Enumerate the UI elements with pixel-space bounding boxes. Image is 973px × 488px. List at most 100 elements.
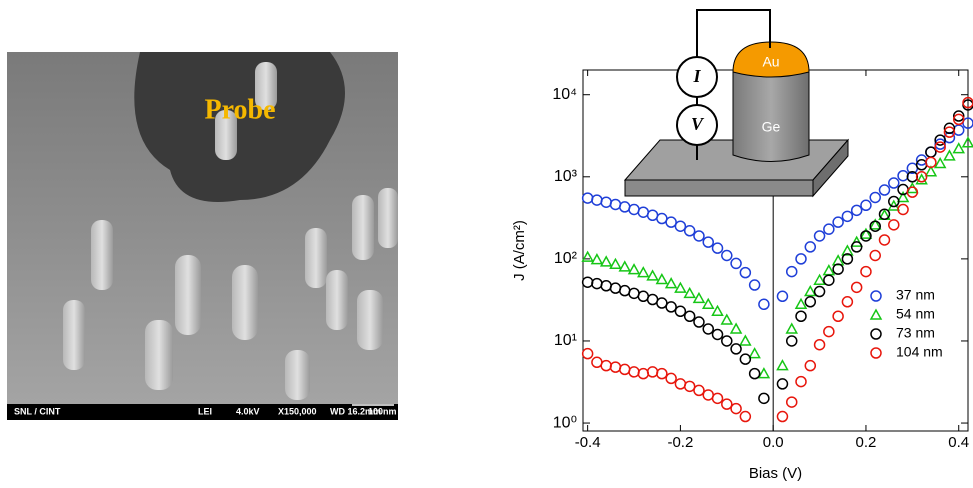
marker bbox=[657, 214, 667, 224]
legend-label: 37 nm bbox=[896, 287, 935, 303]
marker bbox=[610, 199, 620, 209]
marker bbox=[824, 266, 834, 275]
marker bbox=[787, 397, 797, 407]
wire-label: Ge bbox=[762, 119, 781, 135]
marker bbox=[815, 275, 825, 284]
marker bbox=[610, 362, 620, 372]
marker bbox=[777, 291, 787, 301]
marker bbox=[805, 297, 815, 307]
marker bbox=[731, 404, 741, 414]
marker bbox=[610, 283, 620, 293]
marker bbox=[787, 324, 797, 333]
marker bbox=[592, 195, 602, 205]
marker bbox=[731, 258, 741, 268]
contact-label: Au bbox=[762, 54, 779, 70]
marker bbox=[796, 299, 806, 308]
marker bbox=[601, 281, 611, 291]
marker bbox=[750, 369, 760, 379]
legend-label: 73 nm bbox=[896, 325, 935, 341]
marker bbox=[694, 317, 704, 327]
info-text: LEI bbox=[198, 406, 212, 416]
marker bbox=[666, 302, 676, 312]
marker bbox=[740, 354, 750, 364]
info-text: 100nm bbox=[368, 406, 397, 416]
x-tick-label: 0.2 bbox=[856, 434, 877, 451]
figure: Probe SNL / CINT LEI 4.0kV X150,000 WD 1… bbox=[0, 0, 973, 488]
info-text: SNL / CINT bbox=[14, 406, 61, 416]
marker bbox=[842, 297, 852, 307]
probe-label: Probe bbox=[204, 94, 275, 125]
marker bbox=[954, 125, 964, 135]
marker bbox=[703, 324, 713, 334]
marker bbox=[638, 268, 648, 277]
marker bbox=[861, 267, 871, 277]
marker bbox=[685, 226, 695, 236]
legend-marker bbox=[871, 291, 881, 301]
y-tick-label: 10⁰ bbox=[553, 414, 577, 431]
marker bbox=[833, 256, 843, 265]
marker bbox=[796, 311, 806, 321]
marker bbox=[694, 231, 704, 241]
marker bbox=[852, 282, 862, 292]
marker bbox=[657, 369, 667, 379]
marker bbox=[889, 178, 899, 188]
marker bbox=[601, 197, 611, 207]
marker bbox=[777, 379, 787, 389]
marker bbox=[648, 367, 658, 377]
marker bbox=[648, 294, 658, 304]
meter-label: V bbox=[691, 114, 705, 134]
x-tick-label: -0.4 bbox=[575, 434, 601, 451]
marker bbox=[694, 385, 704, 395]
marker bbox=[787, 336, 797, 346]
legend-marker bbox=[871, 329, 881, 339]
marker bbox=[787, 267, 797, 277]
marker bbox=[648, 210, 658, 220]
marker bbox=[740, 336, 750, 345]
marker bbox=[722, 399, 732, 409]
marker bbox=[880, 235, 890, 245]
marker bbox=[805, 242, 815, 252]
marker bbox=[815, 231, 825, 241]
x-tick-label: 0.4 bbox=[948, 434, 969, 451]
marker bbox=[796, 377, 806, 387]
marker bbox=[824, 327, 834, 337]
ge-wire bbox=[733, 72, 809, 162]
marker bbox=[815, 287, 825, 297]
substrate-front bbox=[625, 180, 813, 196]
y-tick-label: 10³ bbox=[554, 168, 578, 185]
marker bbox=[610, 259, 620, 268]
marker bbox=[629, 288, 639, 298]
marker bbox=[824, 224, 834, 234]
marker bbox=[750, 349, 760, 358]
y-tick-label: 10² bbox=[554, 250, 578, 267]
marker bbox=[592, 357, 602, 367]
marker bbox=[620, 262, 630, 271]
marker bbox=[796, 254, 806, 264]
marker bbox=[629, 265, 639, 274]
marker bbox=[880, 185, 890, 195]
marker bbox=[666, 279, 676, 288]
marker bbox=[833, 217, 843, 227]
marker bbox=[805, 361, 815, 371]
marker bbox=[815, 340, 825, 350]
marker bbox=[926, 147, 936, 157]
legend-label: 54 nm bbox=[896, 306, 935, 322]
marker bbox=[889, 220, 899, 230]
marker bbox=[759, 393, 769, 403]
x-tick-label: 0.0 bbox=[763, 434, 784, 451]
info-text: X150,000 bbox=[278, 406, 317, 416]
marker bbox=[944, 151, 954, 160]
marker bbox=[675, 221, 685, 231]
marker bbox=[629, 204, 639, 214]
marker bbox=[740, 412, 750, 422]
marker bbox=[898, 204, 908, 214]
marker bbox=[713, 329, 723, 339]
marker bbox=[620, 364, 630, 374]
y-tick-label: 10¹ bbox=[554, 332, 577, 349]
marker bbox=[666, 373, 676, 383]
sem-image: Probe SNL / CINT LEI 4.0kV X150,000 WD 1… bbox=[7, 52, 398, 420]
marker bbox=[703, 299, 713, 308]
marker bbox=[703, 237, 713, 247]
marker bbox=[842, 211, 852, 221]
marker bbox=[583, 252, 593, 261]
